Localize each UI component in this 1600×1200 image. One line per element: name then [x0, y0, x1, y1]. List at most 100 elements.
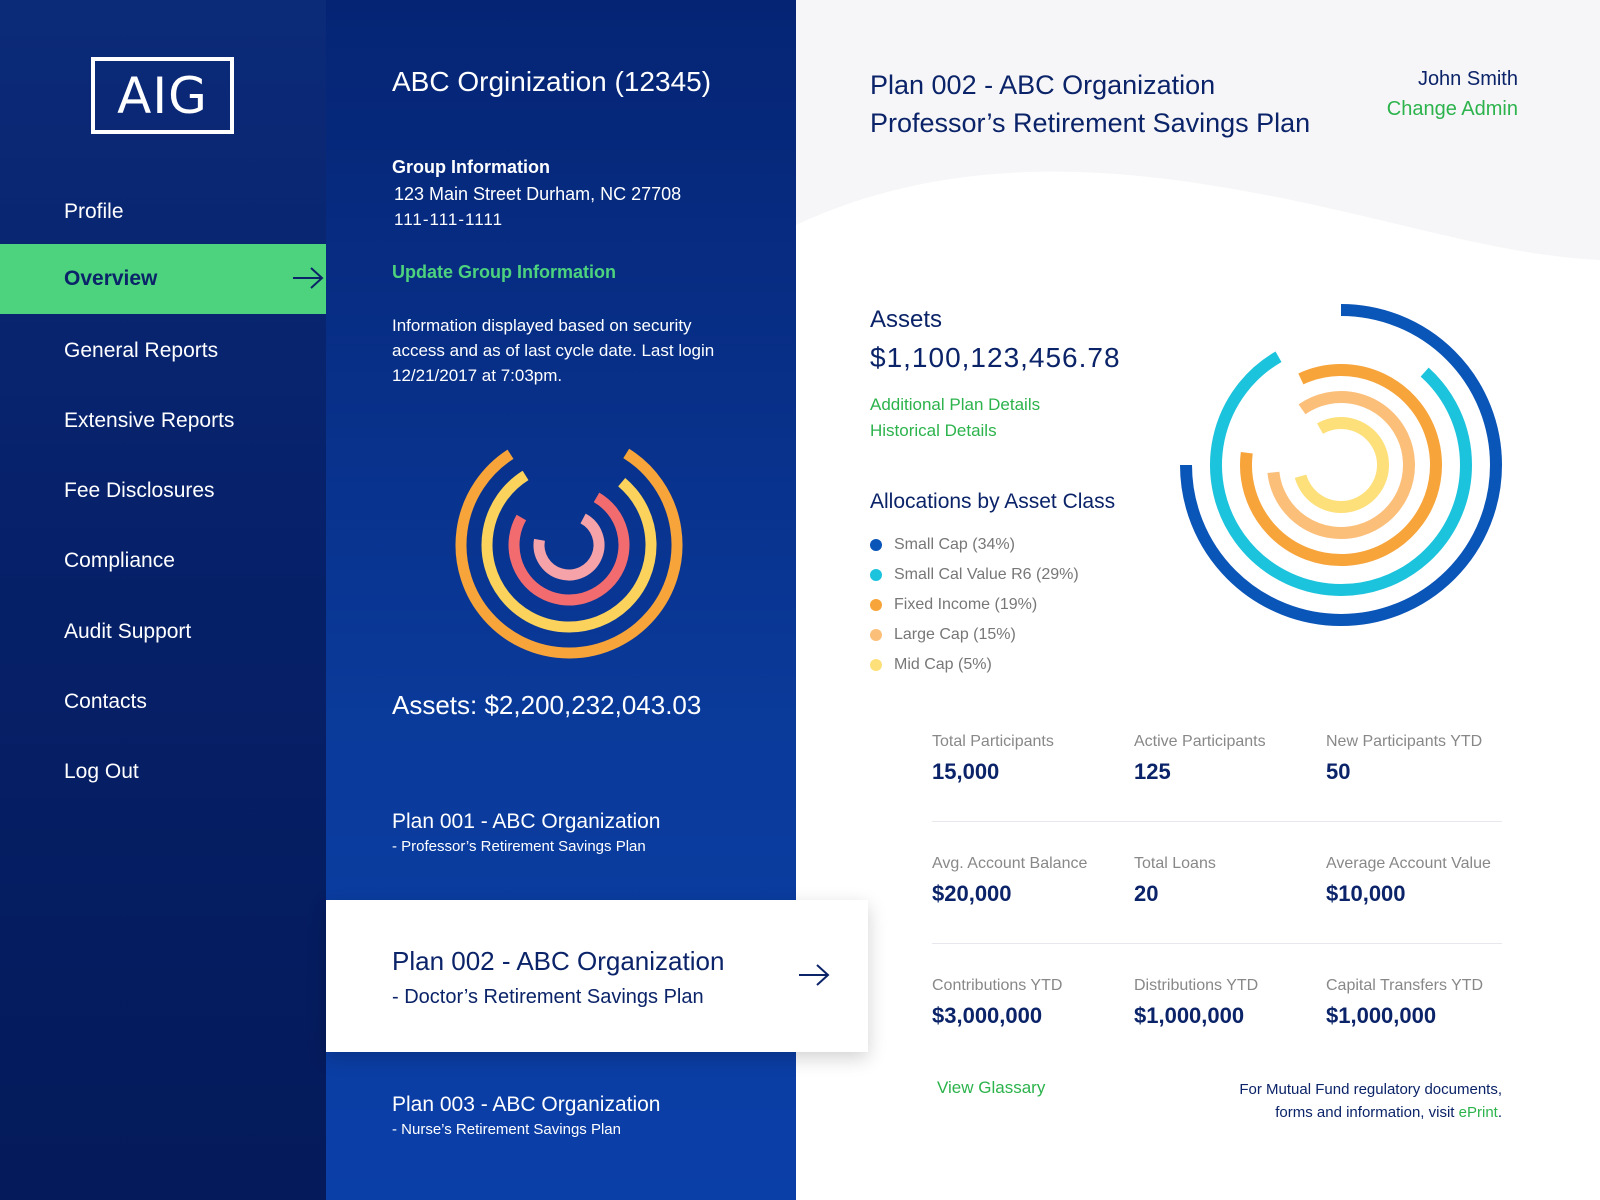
- stat-new-participants-ytd: New Participants YTD 50: [1326, 733, 1482, 785]
- organization-title: ABC Orginization (12345): [392, 66, 712, 97]
- stat-label: Distributions YTD: [1134, 977, 1259, 994]
- stat-value: $1,000,000: [1326, 1003, 1437, 1028]
- stat-label: Total Loans: [1134, 855, 1216, 872]
- stat-label: Avg. Account Balance: [932, 855, 1088, 872]
- additional-plan-details-link[interactable]: Additional Plan Details: [870, 395, 1041, 414]
- eprint-note-end: .: [1497, 1104, 1502, 1121]
- plan-title-line1: Plan 002 - ABC Organization: [870, 70, 1216, 100]
- legend-item-mid-cap: Mid Cap (5%): [870, 656, 992, 674]
- arrow-right-icon[interactable]: [798, 962, 830, 988]
- nav-item-extensive-reports[interactable]: Extensive Reports: [0, 386, 350, 456]
- stat-label: New Participants YTD: [1326, 733, 1483, 750]
- nav-item-label: Profile: [64, 200, 124, 223]
- change-admin-link[interactable]: Change Admin: [1386, 98, 1518, 120]
- stat-value: $1,000,000: [1134, 1003, 1245, 1028]
- nav-item-label: General Reports: [64, 339, 219, 362]
- ring-small-cap-value: [1210, 351, 1472, 596]
- historical-details-link[interactable]: Historical Details: [870, 421, 997, 440]
- stat-total-participants: Total Participants 15,000: [932, 733, 1054, 785]
- header-wave-background: [796, 0, 1600, 260]
- allocations-title: Allocations by Asset Class: [870, 490, 1116, 513]
- stat-value: 125: [1134, 759, 1171, 784]
- nav-item-fee-disclosures[interactable]: Fee Disclosures: [0, 456, 350, 526]
- stat-label: Average Account Value: [1326, 855, 1491, 872]
- stat-value: $20,000: [932, 881, 1012, 906]
- plan-item-002-selected[interactable]: Plan 002 - ABC Organization - Doctor’s R…: [326, 900, 868, 1052]
- stat-distributions-ytd: Distributions YTD $1,000,000: [1134, 977, 1258, 1029]
- organization-radial-chart: [455, 448, 683, 659]
- legend-dot: [870, 629, 882, 641]
- nav-item-label: Log Out: [64, 760, 139, 783]
- stats-divider: [932, 943, 1502, 944]
- organization-assets: Assets: $2,200,232,043.03: [392, 690, 702, 720]
- nav-item-contacts[interactable]: Contacts: [0, 667, 350, 737]
- plan-name: Plan 002 - ABC Organization: [392, 946, 725, 976]
- eprint-note-text: forms and information, visit: [1275, 1104, 1455, 1121]
- plan-name: Plan 001 - ABC Organization: [392, 810, 661, 833]
- ring-fixed-income: [1240, 364, 1442, 566]
- plan-item-003[interactable]: Plan 003 - ABC Organization - Nurse’s Re…: [392, 1093, 661, 1138]
- stat-label: Total Participants: [932, 733, 1054, 750]
- stat-avg-account-balance: Avg. Account Balance $20,000: [932, 855, 1087, 907]
- legend-dot: [870, 599, 882, 611]
- stat-label: Active Participants: [1134, 733, 1266, 750]
- legend-label: Large Cap (15%): [894, 626, 1016, 643]
- plan-title: Plan 002 - ABC Organization Professor’s …: [870, 66, 1310, 142]
- eprint-link[interactable]: ePrint: [1458, 1104, 1498, 1121]
- nav-item-label: Extensive Reports: [64, 409, 235, 432]
- nav-item-label: Overview: [64, 267, 158, 290]
- update-group-information-link[interactable]: Update Group Information: [392, 262, 616, 282]
- plan-title-line2: Professor’s Retirement Savings Plan: [870, 108, 1311, 138]
- legend-dot: [870, 569, 882, 581]
- stat-value: 15,000: [932, 759, 1000, 784]
- ring-small-cap: [1180, 304, 1502, 626]
- legend-label: Mid Cap (5%): [894, 656, 992, 673]
- stat-value: $10,000: [1326, 881, 1406, 906]
- stat-label: Capital Transfers YTD: [1326, 977, 1484, 994]
- asset-allocation-radial-chart: [1180, 304, 1502, 626]
- nav-item-audit-support[interactable]: Audit Support: [0, 597, 350, 667]
- nav-item-log-out[interactable]: Log Out: [0, 737, 350, 807]
- stat-active-participants: Active Participants 125: [1134, 733, 1266, 785]
- legend-label: Fixed Income (19%): [894, 596, 1038, 613]
- group-phone: 111-111-1111: [394, 210, 504, 229]
- ring-mid-cap: [1294, 417, 1389, 513]
- nav-item-label: Fee Disclosures: [64, 479, 215, 502]
- stat-average-account-value: Average Account Value $10,000: [1326, 855, 1491, 907]
- sidebar: AIG Profile Overview General Reports Ext…: [0, 0, 350, 1200]
- eprint-note-line1: For Mutual Fund regulatory documents,: [1239, 1081, 1502, 1098]
- stat-value: $3,000,000: [932, 1003, 1043, 1028]
- legend-item-fixed-income: Fixed Income (19%): [870, 596, 1037, 614]
- arrow-right-icon: [293, 267, 324, 289]
- plan-subtitle: - Nurse’s Retirement Savings Plan: [392, 1121, 621, 1138]
- legend-dot: [870, 539, 882, 551]
- assets-label: Assets: [870, 306, 943, 333]
- stat-value: 50: [1326, 759, 1351, 784]
- legend-dot: [870, 659, 882, 671]
- stat-value: 20: [1134, 881, 1159, 906]
- legend-item-small-cap-value: Small Cal Value R6 (29%): [870, 566, 1079, 584]
- nav-item-profile[interactable]: Profile: [0, 177, 350, 247]
- nav-item-label: Audit Support: [64, 620, 192, 643]
- stat-total-loans: Total Loans 20: [1134, 855, 1216, 907]
- plan-subtitle: - Doctor’s Retirement Savings Plan: [392, 986, 704, 1008]
- stat-capital-transfers-ytd: Capital Transfers YTD $1,000,000: [1326, 977, 1483, 1029]
- nav-item-label: Contacts: [64, 690, 147, 713]
- plan-item-001[interactable]: Plan 001 - ABC Organization - Professor’…: [392, 810, 661, 855]
- eprint-note-line2: forms and information, visit ePrint.: [1239, 1101, 1502, 1124]
- view-glossary-link[interactable]: View Glassary: [937, 1078, 1046, 1097]
- plan-detail-panel: Plan 002 - ABC Organization Professor’s …: [796, 0, 1600, 1200]
- ring-large-cap: [1267, 391, 1415, 539]
- org-ring-2: [481, 470, 657, 633]
- aig-logo[interactable]: AIG: [91, 57, 234, 134]
- legend-label: Small Cal Value R6 (29%): [894, 566, 1079, 583]
- nav-item-compliance[interactable]: Compliance: [0, 526, 350, 596]
- stats-divider: [932, 821, 1502, 822]
- group-information-label: Group Information: [392, 157, 550, 177]
- nav-item-general-reports[interactable]: General Reports: [0, 316, 350, 386]
- group-address: 123 Main Street Durham, NC 27708: [394, 184, 682, 204]
- nav-item-overview[interactable]: Overview: [0, 244, 350, 314]
- legend-item-large-cap: Large Cap (15%): [870, 626, 1016, 644]
- stat-label: Contributions YTD: [932, 977, 1063, 994]
- security-info-text: Information displayed based on security …: [392, 316, 715, 385]
